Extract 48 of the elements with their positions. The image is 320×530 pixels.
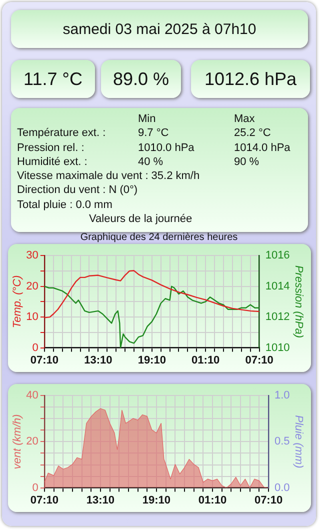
y2-axis-title: Pluie (mm)	[292, 415, 304, 469]
x-tick-label: 19:10	[138, 354, 166, 366]
y-tick-label: 10	[26, 311, 38, 324]
x-tick-label: 07:10	[245, 354, 274, 366]
text: 40 %	[138, 154, 164, 170]
text: Valeurs de la journée	[88, 212, 194, 226]
y2-tick-label: 0.0	[274, 482, 290, 494]
text: Max	[234, 112, 255, 126]
y2-tick-label: 1010	[265, 342, 290, 354]
text: Vitesse maximale du vent : 35.2 km/h	[17, 169, 201, 184]
x-tick-label: 07:10	[254, 494, 283, 506]
x-tick-label: 01:10	[198, 494, 227, 506]
text: samedi 03 mai 2025 à 07h10	[11, 10, 308, 48]
y2-tick-label: 0.5	[274, 436, 290, 448]
y2-axis-title: Pression (hPa)	[292, 265, 304, 338]
x-tick-label: 13:10	[86, 494, 115, 506]
text: 89.0 %	[101, 60, 181, 98]
y2-tick-label: 1012	[265, 311, 290, 324]
y2-tick-label: 1.0	[274, 390, 290, 402]
text: Température ext. :	[17, 126, 107, 141]
text: Pression rel. :	[17, 140, 86, 155]
text: Humidité ext. :	[17, 154, 88, 170]
y2-tick-label: 1014	[265, 280, 290, 292]
text: Direction du vent : N (0°)	[17, 183, 139, 198]
text: 25.2 °C	[234, 126, 271, 141]
y2-tick-label: 1016	[265, 250, 290, 262]
text: 1014.0 hPa	[234, 140, 290, 155]
text: Total pluie : 0.0 mm	[17, 198, 114, 212]
y-tick-label: 0	[32, 482, 38, 494]
y-tick-label: 20	[26, 436, 38, 448]
text: Min	[138, 112, 157, 126]
text: 1012.6 hPa	[191, 60, 310, 98]
x-tick-label: 01:10	[192, 354, 220, 366]
x-tick-label: 07:10	[30, 494, 59, 506]
text: 90 %	[234, 154, 260, 170]
x-tick-label: 07:10	[30, 354, 59, 366]
text: 1010.0 hPa	[138, 140, 196, 155]
y-axis-title: vent (km/h)	[12, 414, 24, 470]
y-axis-title: Temp. (°C)	[12, 274, 24, 328]
y-tick-label: 20	[26, 280, 38, 292]
text: 9.7 °C	[138, 126, 170, 141]
x-tick-label: 13:10	[84, 354, 112, 366]
text: 11.7 °C	[11, 60, 95, 98]
y-tick-label: 0	[32, 342, 38, 354]
x-tick-label: 19:10	[142, 494, 171, 506]
y-tick-label: 40	[26, 390, 38, 402]
y-tick-label: 30	[26, 250, 38, 262]
chart-title: Graphique des 24 dernières heures	[79, 232, 239, 243]
